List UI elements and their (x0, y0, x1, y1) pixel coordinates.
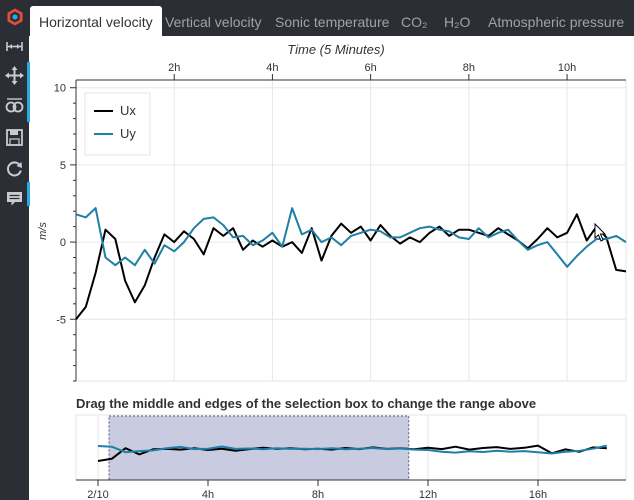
legend-label-uy: Uy (120, 126, 136, 141)
series-lines (97, 444, 608, 462)
series-lines (75, 207, 627, 320)
series-line-ux (75, 213, 627, 320)
y-tick-label: 10 (54, 83, 66, 95)
mouse-cursor-icon (594, 222, 607, 242)
tab-horizontal-velocity[interactable]: Horizontal velocity (30, 6, 162, 36)
hover-tool-icon (7, 192, 22, 206)
legend-box (84, 92, 151, 156)
hover-tool-button[interactable] (4, 188, 25, 209)
tab-co2[interactable]: CO₂ (401, 14, 428, 30)
reset-tool-button[interactable] (4, 158, 25, 179)
tab-vertical-velocity[interactable]: Vertical velocity (165, 14, 262, 30)
overview-series-line-uy (97, 444, 608, 455)
x-tick-label: 12h (419, 489, 437, 500)
overview-title: Drag the middle and edges of the selecti… (76, 396, 537, 411)
legend-label-ux: Ux (120, 103, 136, 118)
xpan-tool-button[interactable] (4, 36, 25, 57)
legend: Ux Uy (84, 92, 151, 156)
save-tool-button[interactable] (4, 127, 25, 148)
y-tick-label: -5 (56, 314, 66, 326)
box-zoom-tool-button[interactable] (4, 97, 25, 118)
y-axis-label: m/s (37, 222, 49, 240)
grid (75, 79, 627, 382)
x-tick-label: 8h (463, 62, 475, 74)
bokeh-logo-icon (7, 8, 23, 26)
main-velocity-chart[interactable]: 2h 4h 6h 8h 10h -5 0 5 10 Ux Uy Time (5 Minutes)… (30, 36, 634, 396)
box-zoom-tool-icon (5, 98, 24, 113)
tab-h2o[interactable]: H₂O (444, 14, 471, 30)
x-tick-label: 2h (168, 62, 180, 74)
pan-tool-icon (5, 66, 24, 85)
axis-ticks: 2/10 4h 8h 12h 16h (76, 479, 626, 500)
tab-atmospheric-pressure[interactable]: Atmospheric pressure (488, 14, 625, 30)
y-tick-label: 5 (60, 160, 66, 172)
toolbar (0, 0, 30, 500)
save-tool-icon (6, 129, 23, 146)
tool-active-indicator (27, 62, 30, 122)
tool-active-indicator (27, 182, 30, 206)
x-tick-label: 10h (558, 62, 576, 74)
x-tick-label: 2/10 (87, 489, 108, 500)
tab-sonic-temperature[interactable]: Sonic temperature (275, 14, 390, 30)
x-tick-label: 6h (365, 62, 377, 74)
reset-tool-icon (7, 161, 22, 177)
overview-range-chart[interactable]: 2/10 4h 8h 12h 16h (30, 410, 634, 500)
x-tick-label: 4h (202, 489, 214, 500)
series-line-uy (75, 207, 627, 268)
chart-title: Time (5 Minutes) (287, 42, 384, 57)
pan-tool-button[interactable] (4, 65, 25, 86)
x-tick-label: 4h (266, 62, 278, 74)
x-tick-label: 8h (312, 489, 324, 500)
xpan-tool-icon (6, 42, 23, 51)
axis-ticks: 2h 4h 6h 8h 10h -5 0 5 10 (54, 62, 626, 382)
plot-area[interactable] (75, 79, 627, 382)
tab-bar: Horizontal velocity Vertical velocity So… (29, 0, 634, 36)
x-tick-label: 16h (529, 489, 547, 500)
y-tick-label: 0 (60, 237, 66, 249)
